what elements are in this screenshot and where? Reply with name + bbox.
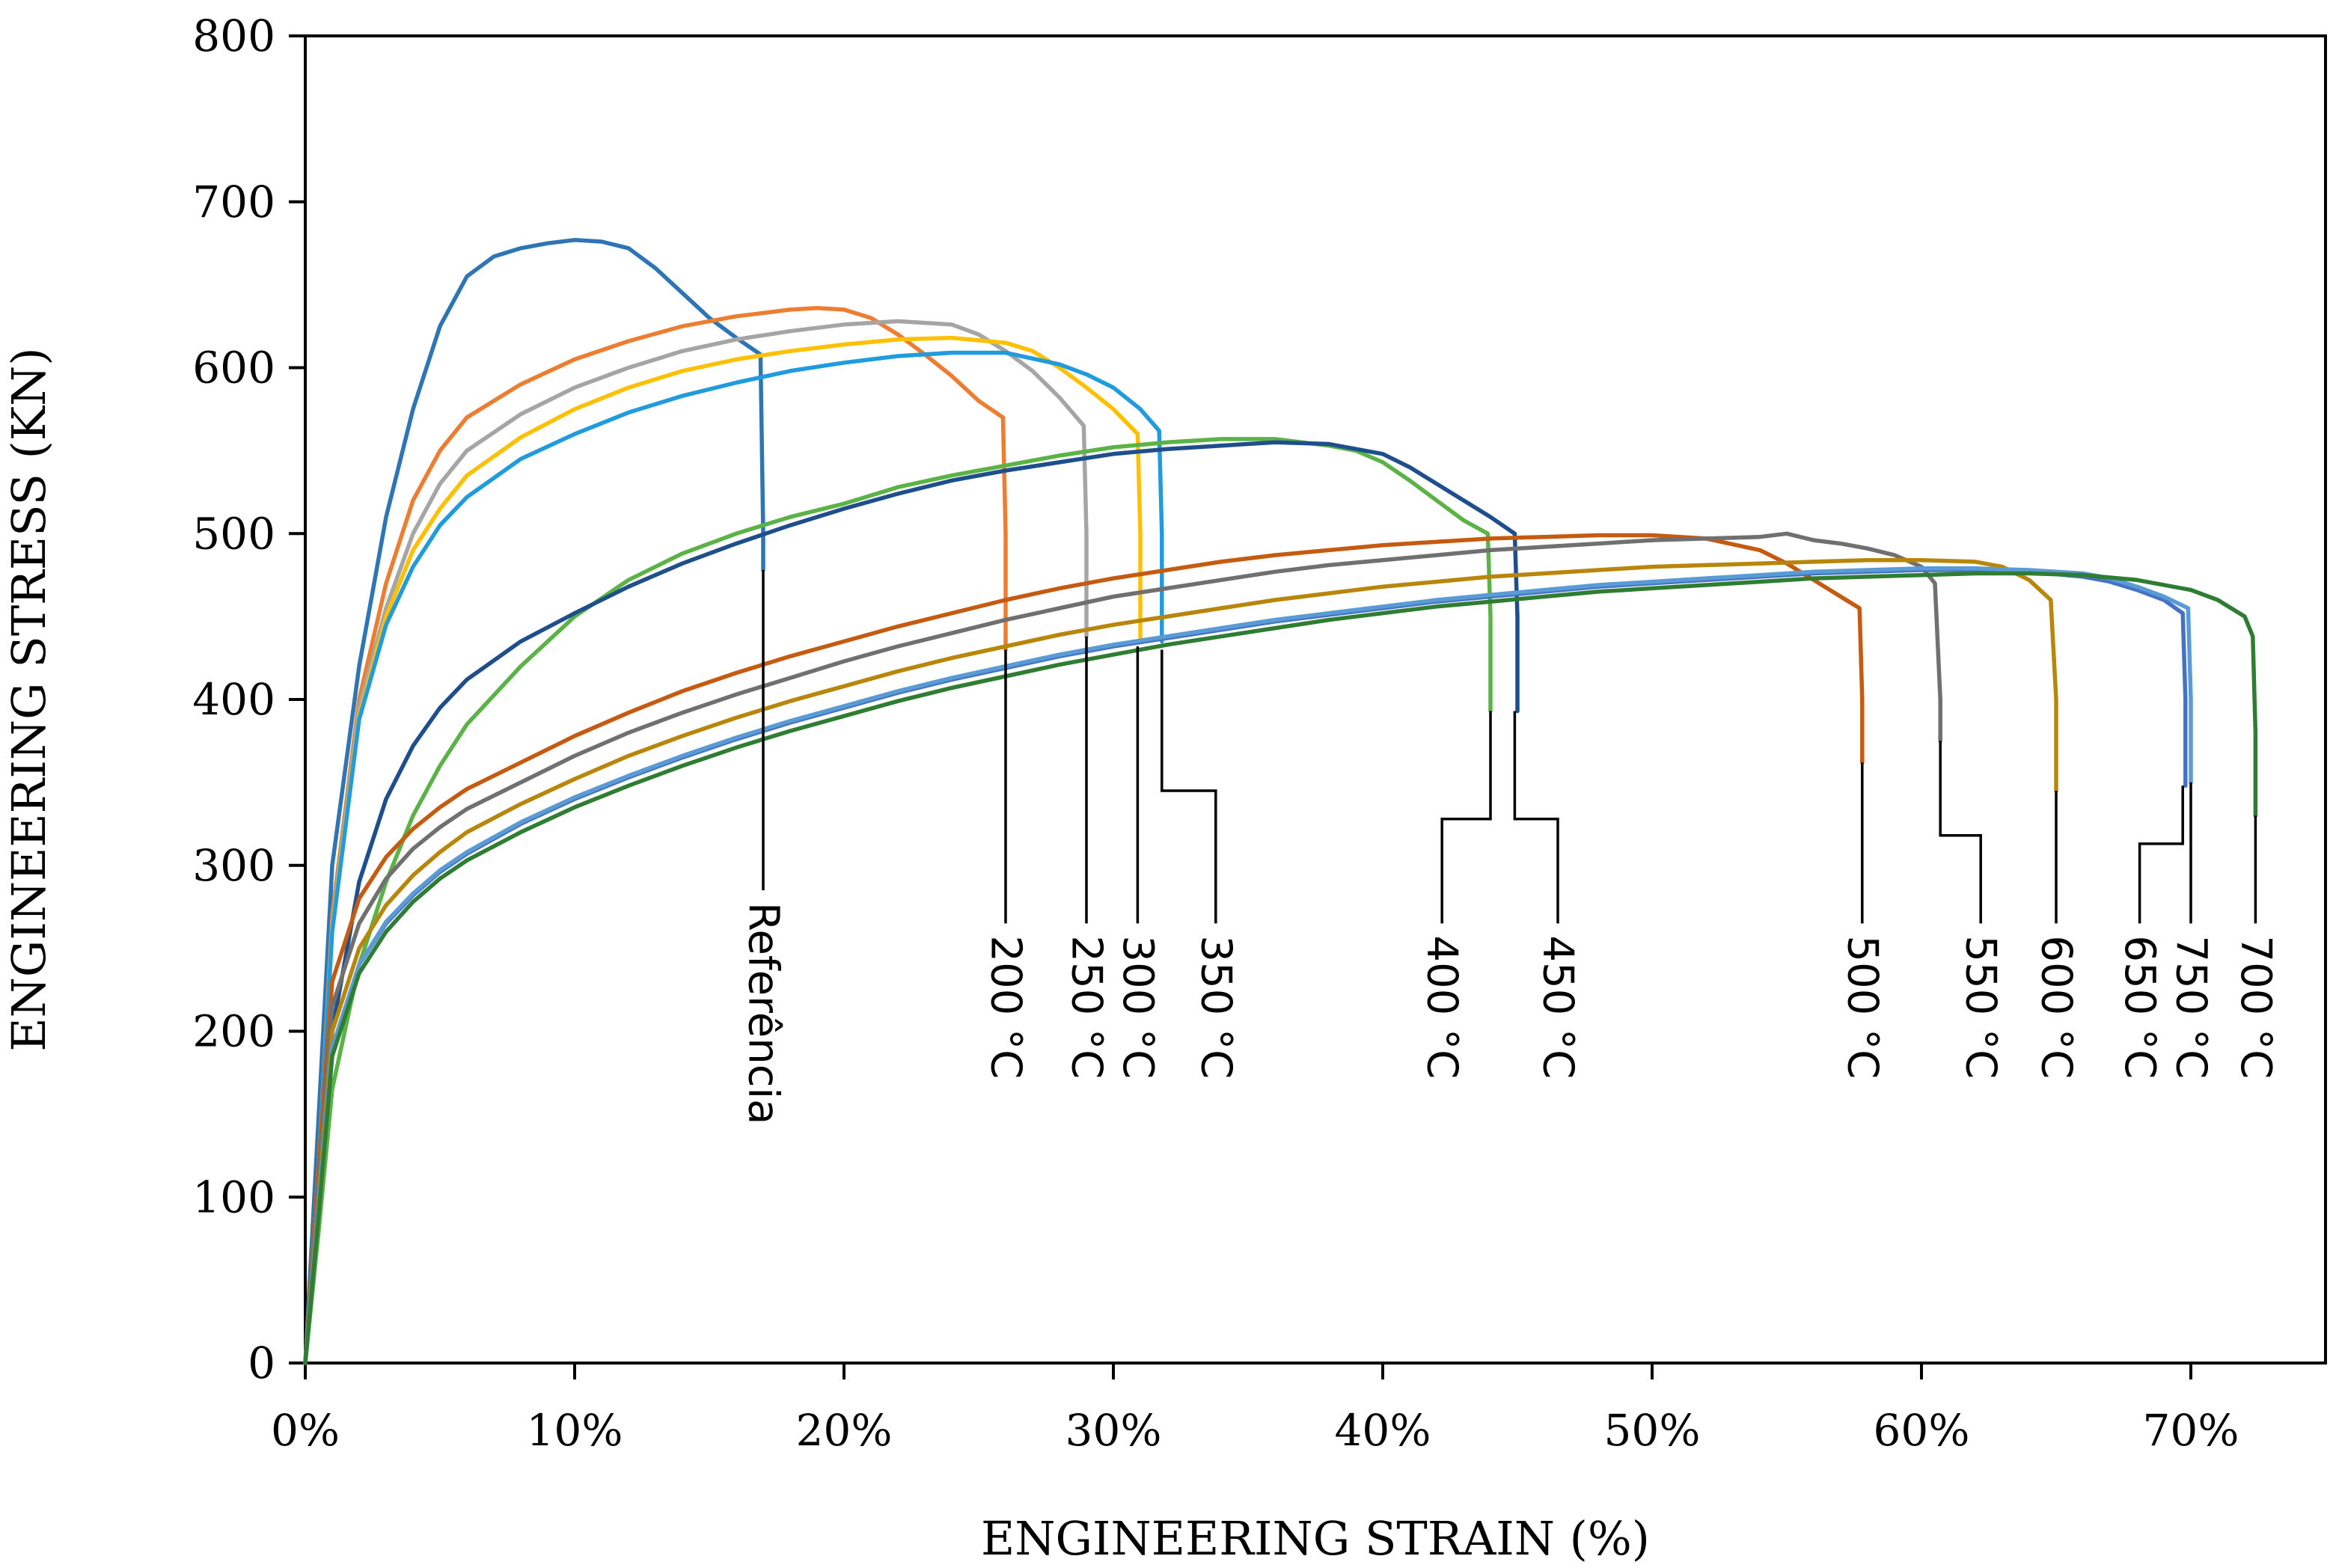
y-tick-label: 800 [192,10,275,61]
x-tick-label: 60% [1874,1405,1970,1456]
leader-line-650-c [2138,785,2184,924]
series-line-700-c [303,571,2258,1365]
x-tick-label: 0% [271,1405,340,1456]
curve-label-500-c: 500 °C [1838,935,1886,1079]
y-tick-label: 600 [192,343,275,393]
y-tick-label: 700 [192,177,275,227]
curve-label-550-c: 550 °C [1957,935,2005,1079]
series-line-600-c [303,557,2058,1365]
series-line-300-c [303,335,1143,1365]
curve-label-650-c: 650 °C [2115,935,2164,1079]
series-line-350-c [303,350,1164,1365]
leader-line-450-c [1513,711,1559,924]
x-tick-label: 10% [527,1405,623,1456]
y-axis-title: ENGINEERING STRESS (KN) [1,347,56,1051]
y-tick-label: 300 [192,840,275,891]
curve-label-350-c: 350 °C [1191,935,1240,1079]
x-tick-label: 30% [1065,1405,1162,1456]
leader-line-400-c [1440,711,1492,924]
curve-label-400-c: 400 °C [1418,935,1467,1079]
curves [303,238,2258,1365]
leader-lines [762,570,2257,924]
curve-label-600-c: 600 °C [2032,935,2081,1079]
series-line-refer-ncia [303,238,765,1365]
y-tick-label: 200 [192,1006,275,1057]
series-line-200-c [303,305,1008,1365]
x-axis-title: ENGINEERING STRAIN (%) [981,1511,1650,1566]
x-tick-label: 40% [1335,1405,1431,1456]
y-tick-label: 400 [192,674,275,725]
curve-label-refer-ncia: Referência [739,902,788,1124]
curve-label-250-c: 250 °C [1062,935,1111,1079]
curve-labels: Referência 200 °C 250 °C 300 °C 350 °C 400 °C… [739,902,2280,1124]
curve-label-300-c: 300 °C [1113,935,1162,1079]
series-line-750-c [303,566,2193,1365]
plot-frame [304,34,2327,1365]
series-line-650-c [303,568,2188,1365]
y-tick-label: 100 [192,1172,275,1222]
x-tick-label: 20% [796,1405,893,1456]
leader-line-550-c [1939,741,1982,924]
curve-label-750-c: 750 °C [2167,935,2216,1079]
series-line-500-c [303,533,1865,1365]
axes: 0 100 200 300 400 500 600 700 800 0% 10% 20% 30% 40% 5… [192,10,2327,1456]
y-tick-label: 0 [248,1338,275,1388]
curve-label-700-c: 700 °C [2231,935,2280,1079]
series-line-250-c [303,319,1089,1365]
series-line-450-c [303,440,1520,1365]
leader-line-350-c [1161,649,1217,924]
x-tick-label: 50% [1604,1405,1701,1456]
series-line-400-c [303,437,1493,1365]
series-line-550-c [303,531,1942,1365]
x-tick-label: 70% [2143,1405,2239,1456]
curve-label-450-c: 450 °C [1534,935,1583,1079]
y-tick-label: 500 [192,508,275,559]
curve-label-200-c: 200 °C [982,935,1030,1079]
